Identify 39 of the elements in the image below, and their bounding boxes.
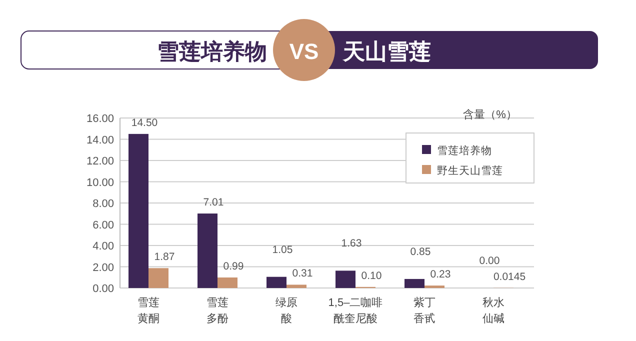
data-label: 1.63 [341,238,362,250]
y-tick-label: 4.00 [92,240,114,252]
bar [286,284,306,288]
y-tick-label: 12.00 [86,156,114,168]
y-tick-label: 16.00 [86,113,114,125]
bar [266,276,286,288]
data-label: 0.85 [410,246,431,258]
data-label: 1.05 [272,244,293,256]
legend-label: 雪莲培养物 [437,144,492,157]
data-label: 14.50 [131,116,158,129]
data-label: 0.23 [430,268,451,281]
bar [336,270,356,288]
bar [128,134,148,288]
x-tick-label: 雪莲多酚 [206,296,228,325]
x-tick-label: 1,5–二咖啡酰奎尼酸 [328,296,383,325]
bar [218,277,238,288]
y-tick-label: 8.00 [92,198,114,210]
data-label: 1.87 [154,251,175,264]
x-tick-label: 紫丁香甙 [414,296,436,325]
data-label: 0.31 [292,268,313,280]
x-tick-label: 秋水仙碱 [482,296,504,325]
y-tick-label: 14.00 [86,134,114,146]
y-axis-title: 含量（%） [463,108,517,121]
y-tick-label: 2.00 [92,262,114,274]
x-tick-label: 雪莲黄酮 [138,296,160,325]
bar [148,268,168,288]
data-label: 0.10 [361,270,382,282]
y-tick-label: 0.00 [92,283,114,295]
data-label: 0.99 [223,260,244,272]
legend-label: 野生天山雪莲 [437,164,503,177]
data-label: 0.00 [479,255,500,267]
x-tick-label: 绿原酸 [276,297,298,325]
bar [404,278,424,288]
data-label: 7.01 [203,196,224,209]
y-tick-label: 6.00 [92,219,114,232]
y-tick-label: 10.00 [86,176,114,189]
chart-title: 雪莲培养物 VS 天山雪莲 [157,39,432,64]
bar [198,214,218,288]
data-label: 0.0145 [493,270,526,283]
